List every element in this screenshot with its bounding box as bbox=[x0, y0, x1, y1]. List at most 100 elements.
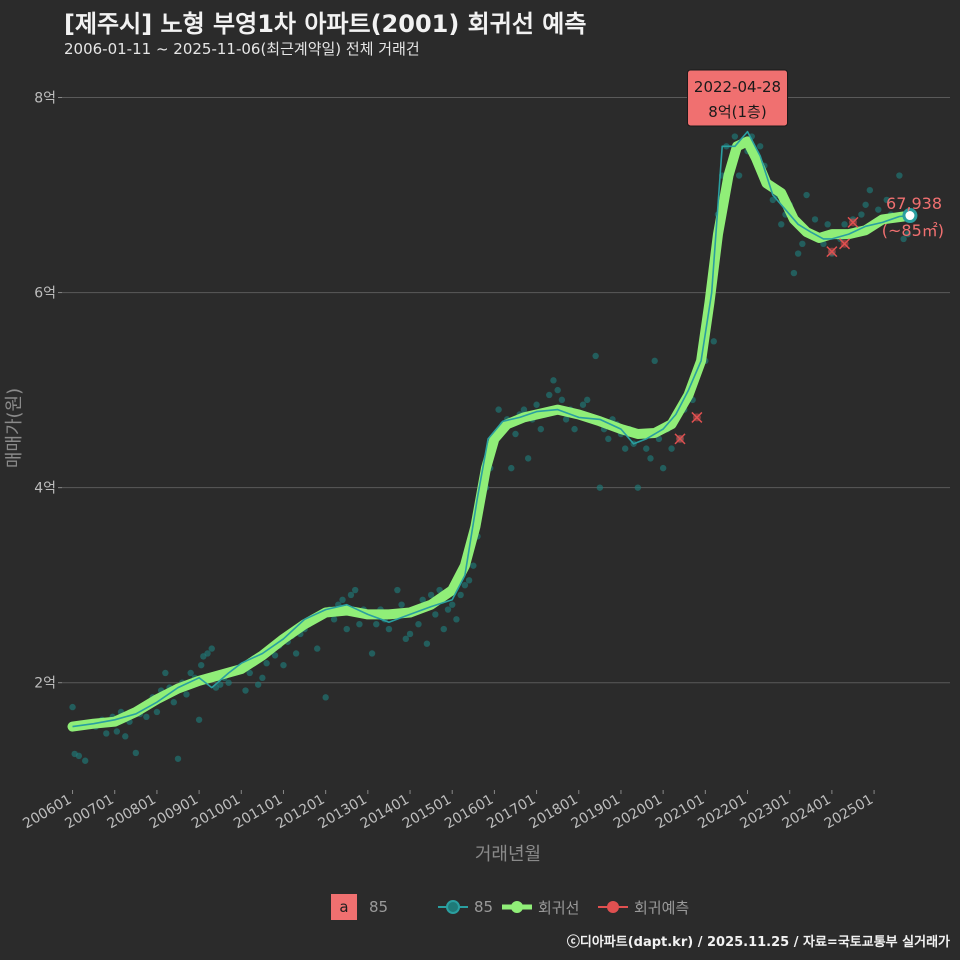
scatter-point bbox=[546, 391, 553, 399]
last-area-label: (~85㎡) bbox=[882, 221, 944, 240]
y-tick-label: 6억 bbox=[34, 286, 56, 302]
scatter-point bbox=[524, 455, 532, 462]
scatter-point bbox=[735, 172, 743, 179]
scatter-point bbox=[415, 620, 422, 628]
scatter-point bbox=[385, 625, 393, 633]
scatter-point bbox=[799, 240, 806, 248]
legend-box-label: 85 bbox=[369, 898, 389, 916]
y-axis-label: 매매가(원) bbox=[4, 388, 25, 468]
scatter-point bbox=[461, 581, 469, 589]
legend-regression-label: 회귀선 bbox=[538, 898, 580, 917]
scatter-point bbox=[710, 338, 717, 345]
scatter-point bbox=[69, 703, 76, 711]
scatter-point bbox=[449, 601, 456, 608]
scatter-point bbox=[170, 699, 177, 706]
scatter-point bbox=[373, 620, 380, 628]
scatter-point bbox=[174, 755, 182, 762]
x-axis-label: 거래년월 bbox=[475, 844, 541, 865]
scatter-point bbox=[520, 406, 528, 413]
scatter-point bbox=[596, 484, 604, 491]
scatter-point bbox=[803, 191, 810, 199]
prediction-cross bbox=[674, 433, 686, 445]
scatter-point bbox=[769, 196, 777, 204]
grid-lines bbox=[58, 97, 950, 794]
scatter-point bbox=[187, 669, 194, 677]
x-tick-labels: 2006012007012008012009012010012011012012… bbox=[20, 792, 876, 833]
scatter-point bbox=[419, 596, 426, 604]
scatter-point bbox=[423, 640, 431, 647]
max-label-box bbox=[687, 69, 789, 127]
prediction-cross bbox=[839, 238, 851, 250]
scatter-point bbox=[204, 650, 211, 657]
scatter-point bbox=[571, 425, 578, 433]
scatter-point bbox=[132, 749, 140, 757]
prediction-cross bbox=[847, 216, 859, 228]
scatter-point bbox=[896, 172, 903, 179]
scatter-point bbox=[562, 416, 570, 423]
max-label-date: 2022-04-28 bbox=[694, 78, 781, 96]
scatter-point bbox=[841, 221, 848, 228]
last-value-label: 67,938 bbox=[886, 194, 942, 213]
y-tick-label: 8억 bbox=[34, 91, 56, 107]
scatter-point bbox=[122, 733, 129, 740]
scatter-point bbox=[242, 687, 249, 694]
scatter-point bbox=[824, 221, 831, 228]
scatter-point bbox=[402, 635, 410, 643]
scatter-point bbox=[259, 674, 266, 682]
scatter-point bbox=[183, 691, 190, 698]
scatter-point bbox=[883, 196, 890, 204]
scatter-point bbox=[343, 625, 350, 633]
legend-regression-icon bbox=[502, 901, 532, 913]
scatter-point bbox=[143, 713, 150, 721]
prediction-cross bbox=[691, 411, 703, 423]
legend-item-85: 85 bbox=[438, 893, 493, 921]
scatter-point bbox=[634, 484, 642, 491]
scatter-point bbox=[75, 752, 83, 760]
scatter-point bbox=[794, 250, 802, 257]
scatter-point bbox=[254, 681, 262, 688]
legend-item-regression: 회귀선 bbox=[502, 893, 579, 921]
scatter-point bbox=[731, 133, 739, 140]
last-point-marker bbox=[902, 208, 918, 224]
annotations: 2022-04-28 8억(1층) 67,938 (~85㎡) bbox=[687, 69, 944, 240]
scatter-point bbox=[444, 606, 452, 613]
scatter-point bbox=[406, 630, 414, 638]
scatter-point bbox=[579, 401, 587, 408]
scatter-point bbox=[440, 625, 447, 633]
scatter-point bbox=[659, 464, 667, 472]
scatter-point bbox=[537, 425, 545, 433]
scatter-point bbox=[858, 211, 865, 218]
scatter-point bbox=[465, 577, 473, 584]
legend-prediction-label: 회귀예측 bbox=[634, 898, 690, 917]
credit-text: ⓒ디아파트(dapt.kr) / 2025.11.25 / 자료=국토교통부 실… bbox=[566, 935, 950, 950]
scatter-point bbox=[432, 611, 439, 618]
scatter-point bbox=[554, 386, 561, 394]
scatter-point bbox=[904, 230, 912, 238]
scatter-point bbox=[508, 464, 515, 472]
scatter-point bbox=[153, 708, 161, 716]
y-tick-label: 4억 bbox=[34, 481, 56, 497]
scatter-point bbox=[457, 591, 464, 599]
scatter-point bbox=[866, 186, 874, 194]
scatter-point bbox=[292, 650, 300, 657]
scatter-point bbox=[900, 235, 907, 243]
legend-item-prediction: 회귀예측 bbox=[598, 893, 689, 921]
scatter-point bbox=[263, 660, 270, 667]
scatter-point bbox=[533, 401, 540, 408]
scatter-point bbox=[208, 645, 215, 652]
scatter-point bbox=[198, 661, 205, 669]
scatter-point bbox=[339, 596, 346, 604]
scatter-point bbox=[225, 679, 232, 686]
scatter-point bbox=[655, 435, 663, 443]
scatter-point bbox=[778, 221, 785, 228]
scatter-point bbox=[280, 661, 287, 669]
scatter-point bbox=[103, 730, 110, 737]
prediction-points bbox=[674, 216, 859, 445]
scatter-point bbox=[195, 716, 203, 723]
series-lines bbox=[67, 130, 910, 732]
y-tick-label: 2억 bbox=[34, 676, 56, 692]
scatter-point bbox=[558, 396, 566, 404]
scatter-point bbox=[246, 669, 253, 677]
scatter-point bbox=[621, 445, 629, 452]
